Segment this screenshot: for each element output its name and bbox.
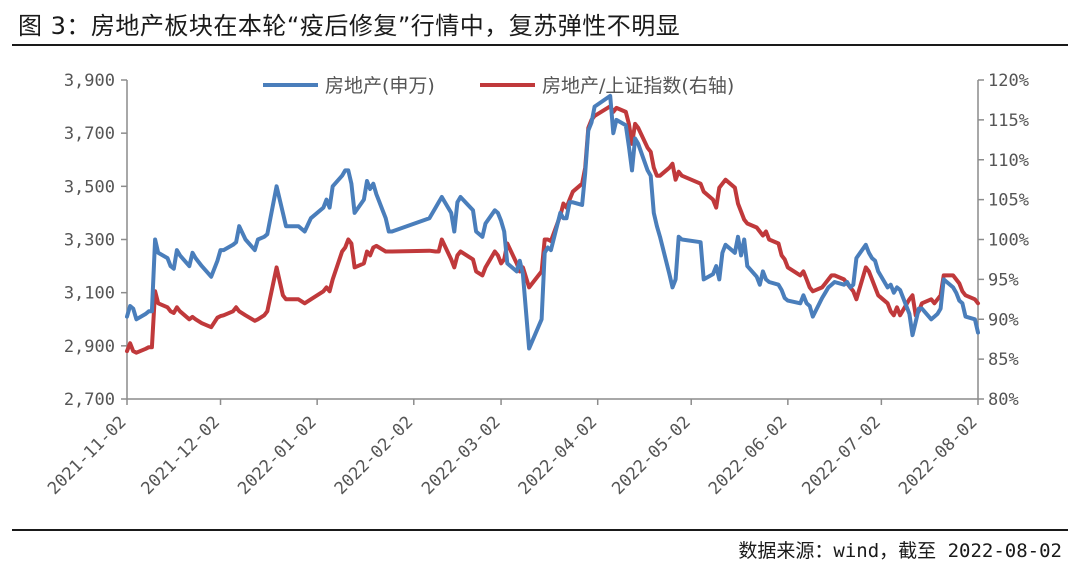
legend-label-ratio: 房地产/上证指数(右轴) [542, 75, 734, 97]
series-line-ratio [125, 104, 980, 355]
x-axis-tick-label: 2021-12-02 [138, 412, 225, 499]
source-rule [12, 529, 1068, 531]
chart-legend: 房地产(申万) 房地产/上证指数(右轴) [263, 75, 734, 97]
x-axis-tick-label: 2022-04-02 [515, 412, 602, 499]
x-axis-tick-label: 2022-01-02 [234, 412, 321, 499]
x-axis-tick-label: 2022-06-02 [705, 412, 792, 499]
right-axis-tick-label: 95% [988, 270, 1019, 290]
right-axis-tick-label: 115% [988, 111, 1029, 131]
x-axis-tick-label: 2022-07-02 [798, 412, 885, 499]
x-axis-tick-label: 2022-08-02 [895, 412, 982, 499]
x-axis-tick-label: 2022-05-02 [608, 412, 695, 499]
chart-series [125, 93, 980, 355]
right-axis-tick-label: 85% [988, 350, 1019, 370]
x-axis-tick-label: 2022-02-02 [331, 412, 418, 499]
left-axis-tick-label: 3,900 [64, 71, 115, 91]
title-rule [12, 44, 1068, 46]
left-axis-tick-label: 3,300 [64, 231, 115, 251]
left-axis-tick-label: 3,500 [64, 177, 115, 197]
x-axis-tick-label: 2021-11-02 [44, 412, 131, 499]
right-axis-tick-label: 80% [988, 390, 1019, 410]
source-note: 数据来源：wind，截至 2022-08-02 [738, 540, 1062, 562]
right-axis-tick-label: 100% [988, 231, 1029, 251]
right-axis-tick-label: 110% [988, 151, 1029, 171]
x-axis-tick-label: 2022-03-02 [418, 412, 505, 499]
right-axis-tick-label: 90% [988, 310, 1019, 330]
right-axis-tick-label: 120% [988, 71, 1029, 91]
left-axis-tick-label: 3,100 [64, 284, 115, 304]
chart-axes: 2,700 2,900 3,100 3,300 3,500 3,700 3,900 80% 85… [44, 71, 1029, 499]
left-axis-tick-label: 2,700 [64, 390, 115, 410]
figure-title: 图 3：房地产板块在本轮“疫后修复”行情中，复苏弹性不明显 [18, 12, 681, 40]
line-chart: 2,700 2,900 3,100 3,300 3,500 3,700 3,900 80% 85… [44, 71, 1029, 499]
left-axis-tick-label: 3,700 [64, 124, 115, 144]
legend-label-index: 房地产(申万) [325, 75, 435, 97]
right-axis-tick-label: 105% [988, 191, 1029, 211]
left-axis-tick-label: 2,900 [64, 337, 115, 357]
series-line-index [125, 93, 980, 351]
